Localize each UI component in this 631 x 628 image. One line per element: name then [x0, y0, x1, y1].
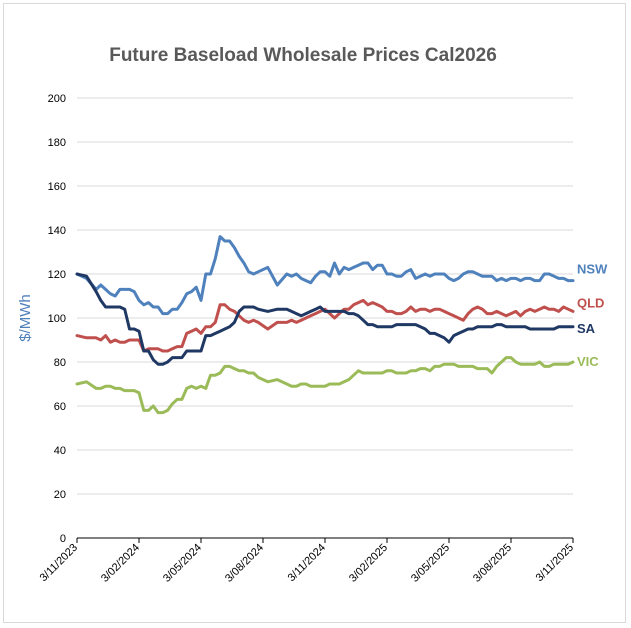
- y-tick-label: 140: [48, 225, 66, 237]
- series-label-qld: QLD: [577, 295, 604, 310]
- x-tick-label: 3/08/2024: [223, 542, 266, 585]
- x-axis-ticks: 3/11/2023 3/02/2024 3/05/2024 3/08/2024 3/11…: [38, 538, 577, 585]
- y-tick-label: 20: [54, 489, 66, 501]
- y-tick-label: 180: [48, 137, 66, 149]
- series-label-nsw: NSW: [577, 262, 608, 277]
- x-tick-label: 3/08/2025: [471, 542, 514, 585]
- x-tick-label: 3/02/2024: [99, 542, 142, 585]
- series-line-nsw: [75, 235, 575, 316]
- y-tick-label: 80: [54, 357, 66, 369]
- x-tick-label: 3/11/2025: [534, 542, 577, 585]
- series-line-sa: [75, 272, 575, 366]
- series-label-sa: SA: [577, 321, 596, 336]
- y-axis-label: $/MWh: [17, 294, 34, 342]
- y-tick-label: 60: [54, 401, 66, 413]
- x-tick-label: 3/02/2025: [347, 542, 390, 585]
- series-labels: NSW QLD SA VIC: [577, 262, 608, 369]
- x-tick-label: 3/05/2025: [409, 542, 452, 585]
- series-line-qld: [75, 298, 575, 353]
- series-lines: [75, 235, 575, 415]
- y-tick-label: 0: [60, 533, 66, 545]
- gridlines: [77, 97, 573, 495]
- y-axis-ticks: 0 20 40 60 80 100 120 140 160 180 200: [48, 93, 66, 545]
- series-line-vic: [75, 356, 575, 415]
- x-tick-label: 3/11/2024: [286, 542, 329, 585]
- y-tick-label: 100: [48, 313, 66, 325]
- x-tick-label: 3/11/2023: [38, 542, 81, 585]
- y-tick-label: 200: [48, 93, 66, 105]
- series-label-vic: VIC: [577, 354, 599, 369]
- x-tick-label: 3/05/2024: [161, 542, 204, 585]
- chart-title: Future Baseload Wholesale Prices Cal2026: [109, 45, 497, 66]
- y-tick-label: 160: [48, 181, 66, 193]
- y-tick-label: 120: [48, 269, 66, 281]
- y-tick-label: 40: [54, 445, 66, 457]
